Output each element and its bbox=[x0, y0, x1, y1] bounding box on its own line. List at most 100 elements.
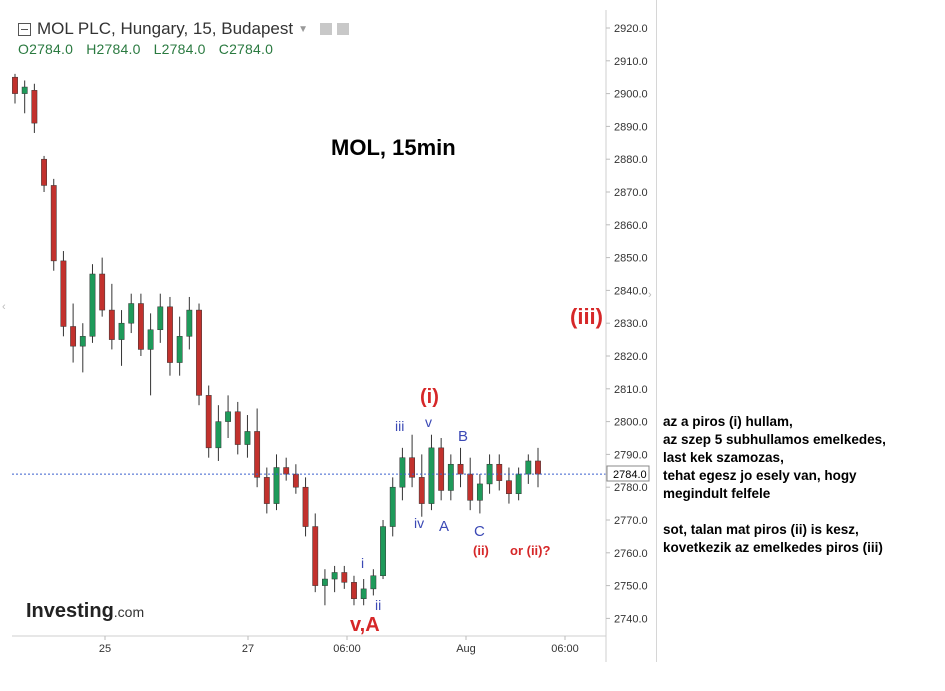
candle-body bbox=[273, 467, 280, 504]
wave-label-iii-red: (iii) bbox=[570, 304, 603, 329]
candle-body bbox=[418, 477, 425, 504]
candle-body bbox=[467, 473, 474, 501]
candle-body bbox=[360, 588, 367, 599]
wave-label-or-ii-red: or (ii)? bbox=[510, 543, 550, 558]
candle-body bbox=[447, 463, 454, 491]
candle-body bbox=[322, 578, 328, 586]
y-tick-label: 2900.0 bbox=[614, 89, 648, 101]
gear-icon[interactable] bbox=[337, 23, 349, 35]
y-tick-label: 2890.0 bbox=[614, 121, 648, 133]
candle-body bbox=[283, 467, 290, 475]
scroll-right-icon[interactable]: › bbox=[648, 289, 652, 301]
chart-header: MOL PLC, Hungary, 15, Budapest ▼ bbox=[18, 19, 349, 39]
wave-label-ii-blue: ii bbox=[375, 597, 381, 613]
candle-body bbox=[128, 303, 135, 324]
y-tick-label: 2880.0 bbox=[614, 154, 648, 166]
candle-body bbox=[428, 447, 435, 504]
note-line: sot, talan mat piros (ii) is kesz, bbox=[663, 522, 859, 537]
candle-body bbox=[50, 185, 57, 262]
candle-body bbox=[476, 483, 483, 501]
candle-body bbox=[31, 90, 38, 124]
wave-label-iii-blue: iii bbox=[395, 418, 404, 434]
y-tick-label: 2920.0 bbox=[614, 23, 648, 35]
price-chart[interactable]: 2920.0 2910.0 2900.0 2890.0 2880.0 2870.0 2860… bbox=[0, 0, 656, 662]
wave-label-ii-red: (ii) bbox=[473, 543, 489, 558]
candle-body bbox=[409, 457, 416, 478]
candles-layer bbox=[12, 73, 541, 606]
candle-body bbox=[254, 431, 261, 478]
note-line: last kek szamozas, bbox=[663, 450, 784, 465]
candle-body bbox=[157, 306, 164, 331]
candle-body bbox=[380, 526, 386, 577]
candle-body bbox=[535, 460, 541, 475]
candle-body bbox=[399, 457, 406, 488]
scroll-left-icon[interactable]: ‹ bbox=[2, 301, 6, 313]
wave-label-b-blue: B bbox=[458, 428, 468, 445]
candle-body bbox=[515, 473, 522, 495]
note-line: kovetkezik az emelkedes piros (iii) bbox=[663, 540, 883, 555]
open-value: O2784.0 bbox=[18, 41, 74, 57]
note-line: tehat egesz jo esely van, hogy bbox=[663, 468, 857, 483]
candle-body bbox=[496, 463, 503, 481]
candle-body bbox=[331, 572, 338, 580]
y-tick-label: 2850.0 bbox=[614, 253, 648, 265]
x-axis-ticks: 25 27 06:00 Aug 06:00 bbox=[99, 636, 579, 655]
candle-body bbox=[186, 309, 193, 337]
investing-logo: Investing.com bbox=[26, 600, 144, 623]
candle-body bbox=[99, 273, 106, 311]
y-tick-label: 2860.0 bbox=[614, 220, 648, 232]
eye-icon[interactable] bbox=[320, 23, 332, 35]
candle-body bbox=[351, 582, 357, 599]
candle-body bbox=[215, 421, 222, 449]
low-value: L2784.0 bbox=[153, 41, 206, 57]
candle-body bbox=[234, 411, 241, 445]
high-value: H2784.0 bbox=[86, 41, 141, 57]
candle-body bbox=[225, 411, 231, 422]
wave-label-i-blue: i bbox=[361, 555, 364, 571]
chart-panel[interactable]: 2920.0 2910.0 2900.0 2890.0 2880.0 2870.0 2860… bbox=[0, 0, 657, 662]
wave-label-iv-blue: iv bbox=[414, 515, 424, 531]
ohlc-values: O2784.0 H2784.0 L2784.0 C2784.0 bbox=[18, 41, 282, 57]
logo-suffix: .com bbox=[113, 604, 145, 620]
y-tick-label: 2780.0 bbox=[614, 482, 648, 494]
y-tick-label: 2870.0 bbox=[614, 187, 648, 199]
candle-body bbox=[89, 273, 96, 337]
wave-label-va-red: v,A bbox=[350, 614, 380, 636]
y-tick-label: 2830.0 bbox=[614, 318, 648, 330]
candle-body bbox=[79, 336, 86, 347]
y-tick-label: 2790.0 bbox=[614, 449, 648, 461]
y-tick-label: 2810.0 bbox=[614, 384, 648, 396]
x-tick-label: 06:00 bbox=[333, 643, 361, 655]
candle-body bbox=[167, 306, 173, 363]
candle-body bbox=[60, 260, 67, 327]
analysis-notes: az a piros (i) hullam, az szep 5 subhull… bbox=[663, 413, 943, 557]
collapse-icon[interactable] bbox=[18, 22, 31, 36]
chevron-down-icon[interactable]: ▼ bbox=[298, 23, 308, 35]
candle-body bbox=[341, 572, 348, 583]
instrument-title: MOL PLC, Hungary, 15, Budapest bbox=[37, 19, 294, 38]
y-tick-label: 2820.0 bbox=[614, 351, 648, 363]
candle-body bbox=[12, 76, 18, 94]
wave-label-i-red: (i) bbox=[420, 386, 439, 408]
candle-body bbox=[118, 322, 125, 340]
candle-body bbox=[196, 309, 202, 396]
candle-body bbox=[108, 309, 115, 340]
wave-label-c-blue: C bbox=[474, 523, 485, 540]
candle-body bbox=[147, 329, 154, 350]
candle-body bbox=[525, 460, 532, 475]
candle-body bbox=[457, 463, 464, 475]
candle-body bbox=[389, 486, 396, 527]
candle-body bbox=[205, 395, 212, 449]
candle-body bbox=[312, 526, 319, 586]
wave-label-v-blue: v bbox=[425, 414, 432, 430]
x-tick-label: 27 bbox=[242, 643, 254, 655]
last-price-box bbox=[606, 465, 650, 482]
candle-body bbox=[438, 447, 445, 491]
candle-body bbox=[370, 575, 377, 590]
note-line: megindult felfele bbox=[663, 486, 771, 501]
y-axis-ticks: 2920.0 2910.0 2900.0 2890.0 2880.0 2870.0 2860… bbox=[606, 23, 648, 625]
note-line: az szep 5 subhullamos emelkedes, bbox=[663, 432, 886, 447]
last-price-tag: 2784.0 bbox=[613, 469, 647, 481]
x-tick-label: Aug bbox=[456, 643, 476, 655]
candle-body bbox=[70, 326, 77, 347]
